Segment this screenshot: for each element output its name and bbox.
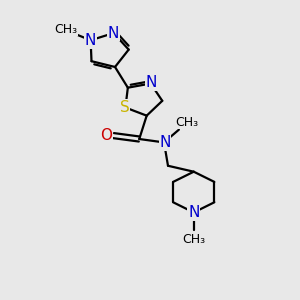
- Text: S: S: [119, 100, 129, 115]
- Text: N: N: [108, 26, 119, 40]
- Text: N: N: [146, 75, 157, 90]
- Text: CH₃: CH₃: [54, 23, 77, 36]
- Text: CH₃: CH₃: [175, 116, 198, 128]
- Text: N: N: [159, 135, 171, 150]
- Text: CH₃: CH₃: [182, 233, 205, 246]
- Text: N: N: [188, 205, 200, 220]
- Text: N: N: [85, 33, 96, 48]
- Text: O: O: [100, 128, 112, 143]
